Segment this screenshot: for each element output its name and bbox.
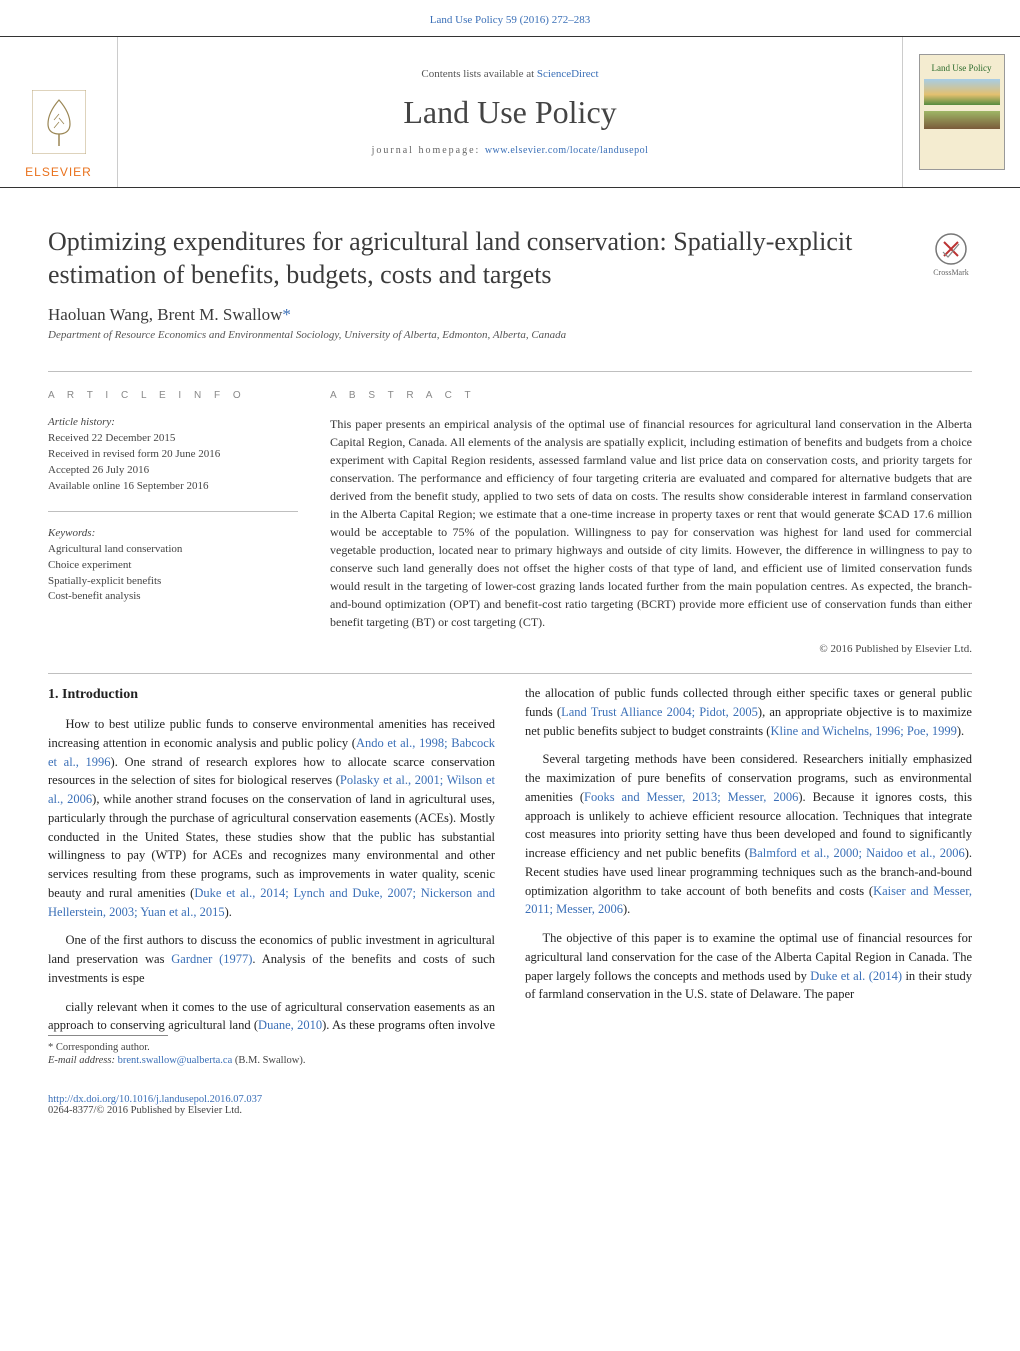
authors-line: Haoluan Wang, Brent M. Swallow* <box>48 305 972 325</box>
article-title: Optimizing expenditures for agricultural… <box>48 226 972 291</box>
body-paragraph: How to best utilize public funds to cons… <box>48 715 495 921</box>
doi-link[interactable]: http://dx.doi.org/10.1016/j.landusepol.2… <box>48 1094 262 1105</box>
citation-link[interactable]: Duke et al., 2014; Lynch and Duke, 2007;… <box>48 886 495 919</box>
cover-block: Land Use Policy <box>902 37 1020 187</box>
abstract-column: A B S T R A C T This paper presents an e… <box>330 390 972 655</box>
issn-line: 0264-8377/© 2016 Published by Elsevier L… <box>48 1105 242 1116</box>
abstract-copyright: © 2016 Published by Elsevier Ltd. <box>330 643 972 655</box>
body-text: 1. Introduction How to best utilize publ… <box>0 674 1020 1035</box>
section-heading: 1. Introduction <box>48 684 495 705</box>
contents-prefix: Contents lists available at <box>421 68 536 80</box>
cover-title: Land Use Policy <box>932 63 992 73</box>
citation-link[interactable]: Gardner (1977) <box>171 952 252 966</box>
article-history-block: Article history: Received 22 December 20… <box>48 415 298 495</box>
keyword: Cost-benefit analysis <box>48 589 298 605</box>
footnote-rule <box>48 1035 168 1036</box>
cover-art-band-2 <box>924 111 1000 129</box>
doi-block: http://dx.doi.org/10.1016/j.landusepol.2… <box>0 1086 1020 1136</box>
title-block: CrossMark Optimizing expenditures for ag… <box>0 188 1020 349</box>
abstract-text: This paper presents an empirical analysi… <box>330 415 972 631</box>
sciencedirect-link[interactable]: ScienceDirect <box>537 68 599 80</box>
history-line: Received in revised form 20 June 2016 <box>48 447 298 463</box>
history-label: Article history: <box>48 415 298 431</box>
masthead-center: Contents lists available at ScienceDirec… <box>118 37 902 187</box>
email-line: E-mail address: brent.swallow@ualberta.c… <box>48 1055 432 1066</box>
article-info-label: A R T I C L E I N F O <box>48 390 298 401</box>
info-divider <box>48 511 298 512</box>
email-label: E-mail address: <box>48 1055 115 1066</box>
corresponding-author-note: * Corresponding author. <box>48 1042 432 1053</box>
corresponding-email-link[interactable]: brent.swallow@ualberta.ca <box>118 1055 233 1066</box>
history-line: Accepted 26 July 2016 <box>48 463 298 479</box>
crossmark-icon <box>934 232 968 266</box>
keyword: Choice experiment <box>48 558 298 574</box>
history-line: Received 22 December 2015 <box>48 431 298 447</box>
footnote-block: * Corresponding author. E-mail address: … <box>0 1035 480 1086</box>
affiliation: Department of Resource Economics and Env… <box>48 329 972 341</box>
cover-art-band-1 <box>924 79 1000 105</box>
masthead: ELSEVIER Contents lists available at Sci… <box>0 36 1020 188</box>
citation-link[interactable]: Ando et al., 1998; Babcock et al., 1996 <box>48 736 495 769</box>
corresponding-marker: * <box>282 305 291 324</box>
crossmark-label: CrossMark <box>933 268 969 277</box>
citation-link[interactable]: Duane, 2010 <box>258 1018 322 1032</box>
history-line: Available online 16 September 2016 <box>48 479 298 495</box>
authors-names: Haoluan Wang, Brent M. Swallow <box>48 305 282 324</box>
homepage-line: journal homepage: www.elsevier.com/locat… <box>372 145 649 156</box>
journal-cover-thumb: Land Use Policy <box>919 54 1005 170</box>
citation-link[interactable]: Kaiser and Messer, 2011; Messer, 2006 <box>525 884 972 917</box>
asterisk-icon: * <box>48 1042 53 1053</box>
article-info-column: A R T I C L E I N F O Article history: R… <box>48 390 298 655</box>
keyword: Spatially-explicit benefits <box>48 574 298 590</box>
body-paragraph: One of the first authors to discuss the … <box>48 931 495 987</box>
citation-link[interactable]: Balmford et al., 2000; Naidoo et al., 20… <box>749 846 965 860</box>
citation-link[interactable]: Kline and Wichelns, 1996; Poe, 1999 <box>770 724 956 738</box>
publisher-name: ELSEVIER <box>25 165 92 179</box>
header-citation-link[interactable]: Land Use Policy 59 (2016) 272–283 <box>430 14 590 26</box>
citation-link[interactable]: Duke et al. (2014) <box>810 969 902 983</box>
journal-name: Land Use Policy <box>403 94 616 131</box>
corresponding-label: Corresponding author. <box>56 1042 150 1053</box>
keyword: Agricultural land conservation <box>48 542 298 558</box>
elsevier-tree-icon <box>29 87 89 157</box>
body-paragraph: Several targeting methods have been cons… <box>525 750 972 919</box>
info-abstract-row: A R T I C L E I N F O Article history: R… <box>0 372 1020 655</box>
citation-link[interactable]: Land Trust Alliance 2004; Pidot, 2005 <box>561 705 758 719</box>
crossmark-badge[interactable]: CrossMark <box>922 232 980 277</box>
journal-homepage-link[interactable]: www.elsevier.com/locate/landusepol <box>485 145 649 156</box>
abstract-label: A B S T R A C T <box>330 390 972 401</box>
header-citation: Land Use Policy 59 (2016) 272–283 <box>0 0 1020 36</box>
body-paragraph: The objective of this paper is to examin… <box>525 929 972 1004</box>
email-parenthetical: (B.M. Swallow). <box>235 1055 306 1066</box>
citation-link[interactable]: Polasky et al., 2001; Wilson et al., 200… <box>48 773 495 806</box>
homepage-prefix: journal homepage: <box>372 145 485 156</box>
citation-link[interactable]: Fooks and Messer, 2013; Messer, 2006 <box>584 790 798 804</box>
publisher-block: ELSEVIER <box>0 37 118 187</box>
contents-line: Contents lists available at ScienceDirec… <box>421 68 598 80</box>
keywords-label: Keywords: <box>48 526 298 542</box>
keywords-block: Keywords: Agricultural land conservation… <box>48 526 298 606</box>
